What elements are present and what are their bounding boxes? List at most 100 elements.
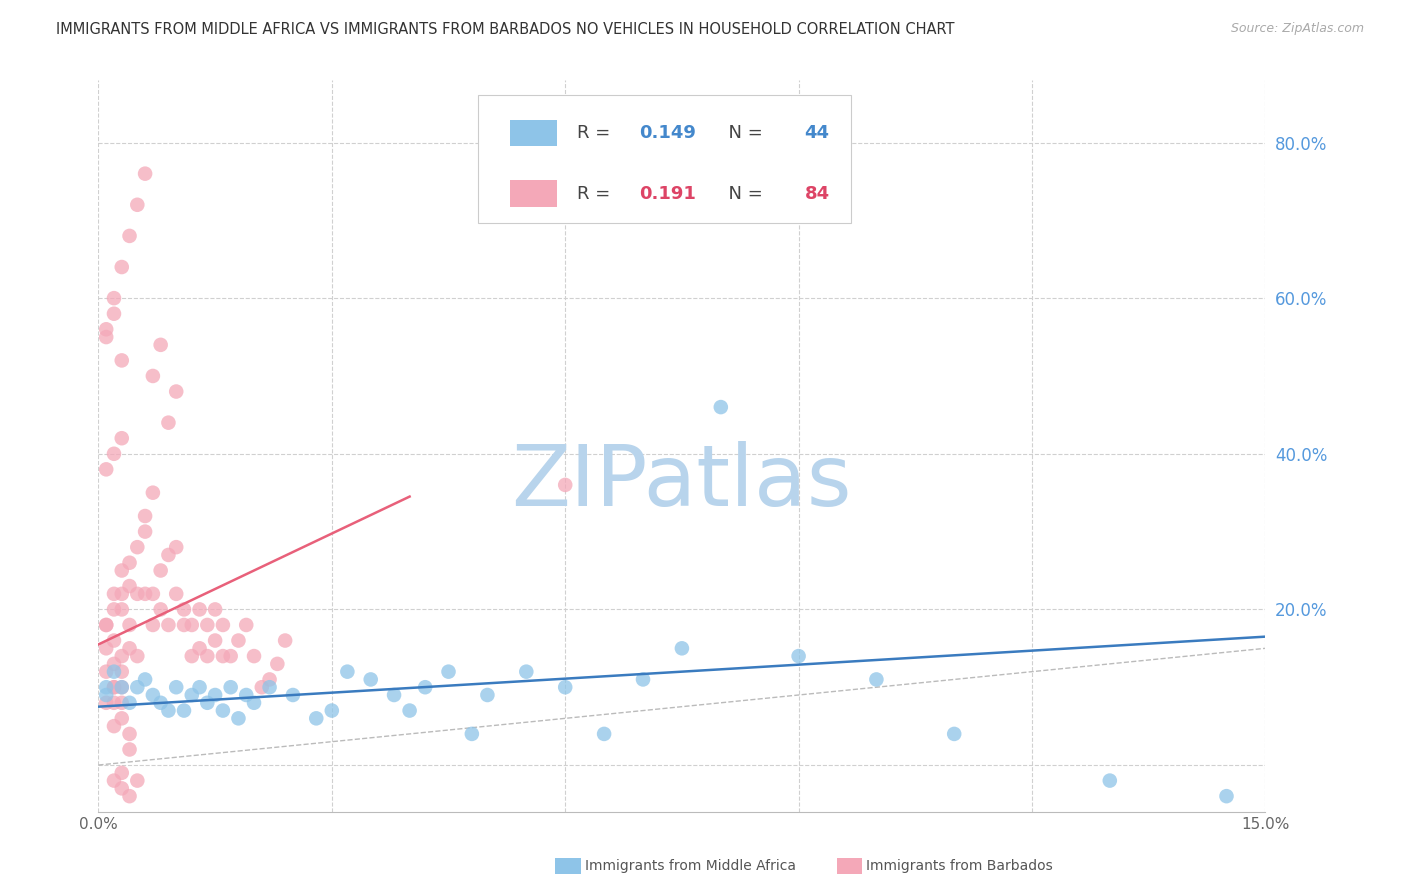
Point [103, 773, 125, 788]
Point [710, 400, 733, 414]
Point [671, 641, 693, 656]
Text: R =: R = [576, 185, 616, 202]
Point [195, 618, 218, 632]
Point [1215, 789, 1237, 804]
Point [118, 789, 141, 804]
Point [943, 727, 966, 741]
Point [554, 478, 576, 492]
Point [103, 307, 125, 321]
Point [96, 680, 118, 694]
Point [149, 338, 172, 352]
Point [111, 602, 134, 616]
Point [173, 704, 195, 718]
Point [593, 727, 616, 741]
Point [228, 633, 250, 648]
Point [103, 587, 125, 601]
Point [398, 704, 420, 718]
FancyBboxPatch shape [510, 180, 557, 207]
Point [281, 688, 304, 702]
Point [212, 618, 235, 632]
Point [266, 657, 288, 671]
Text: IMMIGRANTS FROM MIDDLE AFRICA VS IMMIGRANTS FROM BARBADOS NO VEHICLES IN HOUSEHO: IMMIGRANTS FROM MIDDLE AFRICA VS IMMIGRA… [56, 22, 955, 37]
Point [437, 665, 460, 679]
Text: 0.149: 0.149 [638, 124, 696, 142]
Point [204, 633, 226, 648]
Point [127, 198, 149, 212]
Point [149, 602, 172, 616]
Point [235, 618, 257, 632]
Point [149, 696, 172, 710]
Point [142, 688, 165, 702]
Point [118, 641, 141, 656]
FancyBboxPatch shape [478, 95, 851, 223]
Text: 84: 84 [804, 185, 830, 202]
Point [243, 649, 266, 664]
Point [165, 540, 187, 554]
Point [111, 665, 134, 679]
Point [111, 680, 134, 694]
Point [118, 556, 141, 570]
Point [103, 657, 125, 671]
Point [127, 773, 149, 788]
Point [157, 416, 180, 430]
Point [382, 688, 405, 702]
Text: 0.191: 0.191 [638, 185, 696, 202]
Point [134, 509, 156, 524]
Point [631, 673, 654, 687]
Point [212, 704, 235, 718]
Point [103, 602, 125, 616]
Point [111, 649, 134, 664]
Point [142, 587, 165, 601]
Point [103, 680, 125, 694]
Point [259, 673, 281, 687]
Point [96, 665, 118, 679]
Point [212, 649, 235, 664]
Point [259, 680, 281, 694]
Point [360, 673, 382, 687]
Point [250, 680, 273, 694]
Point [118, 727, 141, 741]
Point [118, 228, 141, 243]
Point [142, 368, 165, 383]
Text: ZIPatlas: ZIPatlas [512, 441, 852, 524]
Point [149, 564, 172, 578]
Point [134, 167, 156, 181]
Point [103, 633, 125, 648]
Point [103, 665, 125, 679]
Point [103, 447, 125, 461]
Point [180, 618, 202, 632]
Point [96, 688, 118, 702]
Point [111, 564, 134, 578]
Text: Immigrants from Barbados: Immigrants from Barbados [866, 859, 1053, 873]
Point [103, 291, 125, 305]
Point [96, 330, 118, 344]
Point [305, 711, 328, 725]
Point [127, 587, 149, 601]
Point [96, 322, 118, 336]
Point [180, 649, 202, 664]
Point [413, 680, 436, 694]
Point [204, 602, 226, 616]
Point [118, 742, 141, 756]
Point [188, 641, 211, 656]
Point [96, 641, 118, 656]
Point [134, 524, 156, 539]
Point [111, 587, 134, 601]
Point [477, 688, 499, 702]
Point [111, 711, 134, 725]
Point [1098, 773, 1121, 788]
Point [111, 765, 134, 780]
FancyBboxPatch shape [510, 120, 557, 146]
Point [173, 618, 195, 632]
Point [188, 680, 211, 694]
Point [219, 649, 242, 664]
Point [96, 618, 118, 632]
Point [243, 696, 266, 710]
Point [103, 680, 125, 694]
Point [111, 680, 134, 694]
Point [195, 649, 218, 664]
Point [111, 431, 134, 445]
Point [336, 665, 359, 679]
Point [118, 579, 141, 593]
Point [111, 260, 134, 274]
